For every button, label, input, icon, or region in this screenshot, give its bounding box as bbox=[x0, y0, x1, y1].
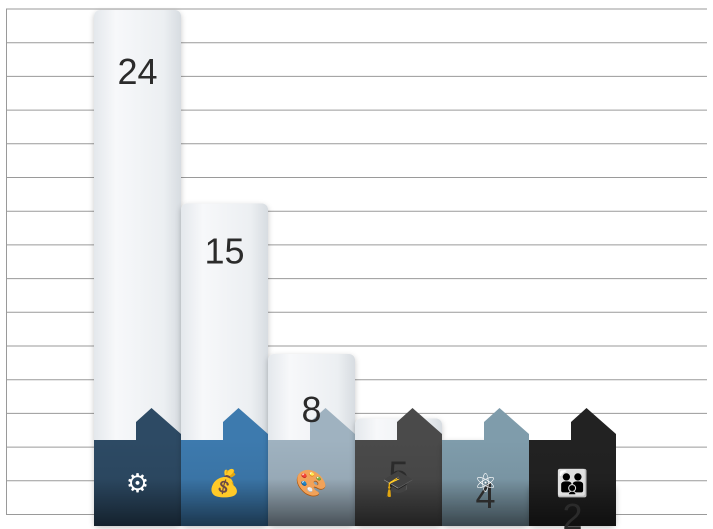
bar-palette: 8🎨 bbox=[268, 354, 355, 526]
bar-atom: 4⚛ bbox=[442, 408, 529, 526]
bar-value-label: 5 bbox=[388, 454, 408, 495]
bar-band-shade bbox=[94, 440, 181, 526]
bar-band-shade bbox=[442, 440, 529, 526]
bar-graduation-cap: 5🎓 bbox=[355, 408, 442, 526]
bars-group: 24⚙15💰8🎨 5🎓 4⚛2👪 bbox=[94, 10, 616, 529]
bar-band-shade bbox=[529, 440, 616, 526]
money-bag-icon: 💰 bbox=[208, 468, 240, 499]
bar-band-shade bbox=[181, 440, 268, 526]
bar-value-label: 24 bbox=[117, 51, 157, 92]
bar-people: 2👪 bbox=[529, 408, 616, 529]
bar-money-bag: 15 💰 bbox=[181, 203, 268, 526]
bar-band-shade bbox=[355, 440, 442, 526]
bar-value-label: 2 bbox=[562, 496, 582, 529]
bar-value-label: 8 bbox=[301, 389, 321, 430]
palette-icon: 🎨 bbox=[295, 467, 327, 499]
bar-gears: 24 ⚙ bbox=[94, 10, 181, 526]
atom-icon: ⚛ bbox=[474, 469, 497, 499]
bar-value-label: 15 bbox=[204, 231, 244, 272]
graduation-cap-icon: 🎓 bbox=[382, 469, 414, 499]
bar-value-label: 4 bbox=[475, 475, 495, 516]
bar-body bbox=[94, 10, 181, 526]
gears-icon: ⚙ bbox=[126, 469, 149, 499]
people-icon: 👪 bbox=[556, 468, 588, 499]
bar-band-shade bbox=[268, 440, 355, 526]
